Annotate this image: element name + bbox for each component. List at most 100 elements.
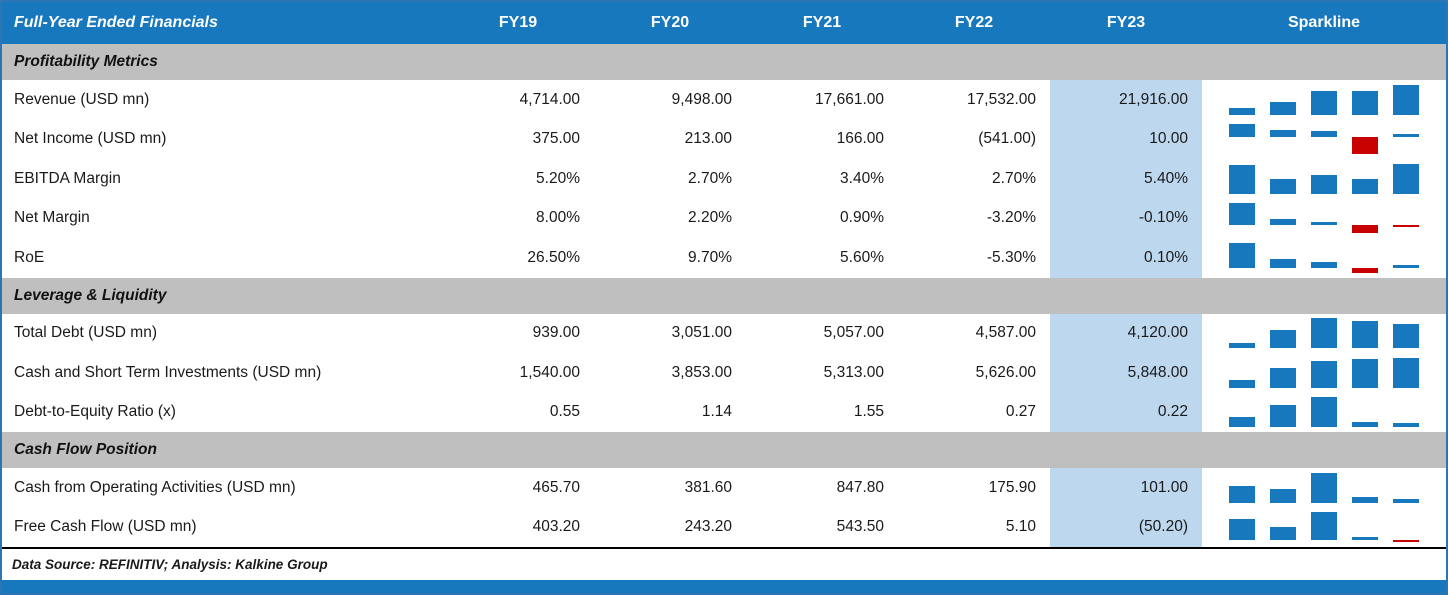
- value-cell-fy19: 465.70: [532, 478, 580, 496]
- sparkline-chart: [1229, 357, 1419, 388]
- row-label: Total Debt (USD mn): [14, 324, 157, 342]
- spark-bar-positive: [1229, 85, 1255, 115]
- value-cell-fy21: 847.80: [836, 478, 884, 496]
- spark-bar-positive: [1311, 85, 1337, 115]
- spark-bar-positive: [1311, 397, 1337, 428]
- spark-bar-negative: [1393, 512, 1419, 543]
- value-cell-fy23: 5.40%: [1050, 159, 1202, 199]
- value-cell-fy22: -5.30%: [986, 248, 1036, 266]
- value-cell-fy22: 5,626.00: [975, 363, 1036, 381]
- sparkline-chart: [1229, 84, 1419, 115]
- footer-note: Data Source: REFINITIV; Analysis: Kalkin…: [2, 547, 1446, 580]
- spark-bar-positive: [1270, 397, 1296, 428]
- value-cell-fy21: 5,313.00: [823, 363, 884, 381]
- value-cell-fy21: 166.00: [836, 130, 884, 148]
- sparkline-chart: [1229, 318, 1419, 349]
- value-cell-fy20: 1.14: [701, 403, 732, 421]
- spark-bar-positive: [1229, 124, 1255, 154]
- spark-bar-positive: [1229, 358, 1255, 388]
- column-header-fy19: FY19: [498, 14, 538, 31]
- spark-bar-positive: [1229, 512, 1255, 542]
- sparkline-cell: [1202, 314, 1446, 354]
- spark-bar-positive: [1393, 318, 1419, 349]
- table-row: Total Debt (USD mn) 939.00 3,051.00 5,057.0…: [2, 313, 1446, 354]
- sparkline-chart: [1229, 397, 1419, 428]
- spark-bar-positive: [1270, 358, 1296, 388]
- section-header: Leverage & Liquidity: [2, 277, 1446, 314]
- value-cell-fy20: 381.60: [684, 478, 732, 496]
- column-header-fy20: FY20: [650, 14, 690, 31]
- value-cell-fy20: 213.00: [684, 130, 732, 148]
- spark-bar-positive: [1270, 473, 1296, 503]
- spark-bar-positive: [1393, 124, 1419, 154]
- value-cell-fy23: -0.10%: [1050, 198, 1202, 238]
- value-cell-fy19: 375.00: [532, 130, 580, 148]
- value-cell-fy19: 939.00: [532, 324, 580, 342]
- row-label: Net Income (USD mn): [14, 130, 167, 148]
- spark-bar-positive: [1352, 164, 1378, 194]
- row-label: Free Cash Flow (USD mn): [14, 518, 197, 536]
- value-cell-fy22: 17,532.00: [967, 90, 1036, 108]
- value-cell-fy21: 1.55: [853, 403, 884, 421]
- value-cell-fy21: 543.50: [836, 518, 884, 536]
- value-cell-fy20: 2.70%: [688, 169, 732, 187]
- value-cell-fy23: 0.10%: [1050, 238, 1202, 278]
- value-cell-fy20: 3,853.00: [671, 363, 732, 381]
- value-cell-fy19: 1,540.00: [519, 363, 580, 381]
- value-cell-fy23: 21,916.00: [1050, 80, 1202, 120]
- sparkline-chart: [1229, 512, 1419, 543]
- table-title: Full-Year Ended Financials: [14, 14, 218, 31]
- table-row: Revenue (USD mn) 4,714.00 9,498.00 17,661.0…: [2, 80, 1446, 120]
- sparkline-chart: [1229, 472, 1419, 503]
- spark-bar-positive: [1270, 124, 1296, 154]
- bottom-accent-bar: [2, 580, 1446, 593]
- spark-bar-positive: [1311, 164, 1337, 194]
- sparkline-chart: [1229, 124, 1419, 155]
- spark-bar-positive: [1311, 472, 1337, 503]
- spark-bar-positive: [1352, 397, 1378, 428]
- value-cell-fy19: 4,714.00: [519, 90, 580, 108]
- value-cell-fy20: 9,498.00: [671, 90, 732, 108]
- sparkline-chart: [1229, 203, 1419, 234]
- value-cell-fy22: 2.70%: [992, 169, 1036, 187]
- spark-bar-positive: [1311, 203, 1337, 233]
- spark-bar-positive: [1270, 164, 1296, 194]
- column-header-sparkline: Sparkline: [1287, 14, 1361, 31]
- table-row: Cash from Operating Activities (USD mn) 4…: [2, 468, 1446, 508]
- spark-bar-positive: [1352, 473, 1378, 503]
- spark-bar-positive: [1311, 512, 1337, 542]
- spark-bar-positive: [1393, 473, 1419, 503]
- value-cell-fy22: 5.10: [1005, 518, 1036, 536]
- spark-bar-positive: [1229, 473, 1255, 503]
- value-cell-fy23: 10.00: [1050, 119, 1202, 159]
- sparkline-cell: [1202, 159, 1446, 199]
- table-row: Net Margin 8.00% 2.20% 0.90% -3.20% -0.10%: [2, 198, 1446, 238]
- sparkline-cell: [1202, 80, 1446, 120]
- value-cell-fy19: 0.55: [549, 403, 580, 421]
- value-cell-fy22: 0.27: [1005, 403, 1036, 421]
- spark-bar-positive: [1270, 203, 1296, 233]
- spark-bar-positive: [1393, 357, 1419, 388]
- spark-bar-positive: [1229, 242, 1255, 273]
- value-cell-fy23: 4,120.00: [1050, 313, 1202, 353]
- sparkline-cell: [1202, 468, 1446, 508]
- spark-bar-positive: [1270, 512, 1296, 542]
- spark-bar-negative: [1352, 243, 1378, 273]
- row-label: Debt-to-Equity Ratio (x): [14, 403, 176, 421]
- value-cell-fy21: 0.90%: [840, 209, 884, 227]
- spark-bar-positive: [1311, 318, 1337, 349]
- spark-bar-positive: [1393, 163, 1419, 194]
- spark-bar-positive: [1311, 358, 1337, 388]
- value-cell-fy22: -3.20%: [986, 209, 1036, 227]
- spark-bar-positive: [1311, 243, 1337, 273]
- value-cell-fy19: 8.00%: [536, 209, 580, 227]
- column-header-fy22: FY22: [954, 14, 994, 31]
- spark-bar-positive: [1229, 203, 1255, 233]
- row-label: Cash and Short Term Investments (USD mn): [14, 363, 322, 381]
- table-body: Profitability Metrics Revenue (USD mn) 4,7…: [2, 44, 1446, 547]
- column-header-fy23: FY23: [1106, 14, 1146, 31]
- value-cell-fy19: 5.20%: [536, 169, 580, 187]
- spark-bar-positive: [1270, 243, 1296, 273]
- spark-bar-positive: [1270, 318, 1296, 349]
- spark-bar-positive: [1393, 397, 1419, 428]
